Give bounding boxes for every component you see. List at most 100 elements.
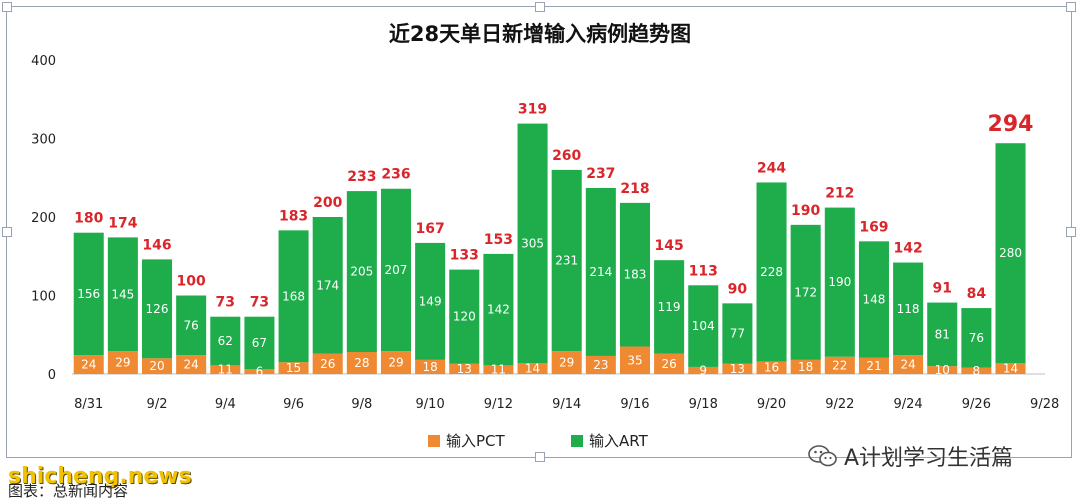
data-label-pct: 11 (218, 363, 233, 377)
data-label-total: 237 (586, 166, 615, 182)
bar-art (790, 224, 821, 360)
resize-handle[interactable] (1066, 227, 1076, 237)
bar-art (551, 169, 582, 352)
bar-pct (585, 355, 616, 374)
resize-handle[interactable] (535, 452, 545, 462)
bar-pct (415, 359, 446, 374)
legend-swatch-pct (428, 434, 440, 447)
data-label-art: 119 (658, 300, 681, 314)
bar-art (893, 262, 924, 356)
watermark: shicheng.news (8, 464, 192, 489)
bar-pct (380, 351, 412, 374)
data-label-pct: 28 (354, 356, 369, 370)
bar-art (176, 295, 207, 356)
data-label-total: 145 (654, 238, 683, 254)
legend: 输入PCT 输入ART (0, 430, 1080, 454)
data-label-pct: 24 (900, 358, 915, 372)
data-label-art: 207 (385, 263, 408, 277)
bar-art (312, 217, 343, 354)
data-label-art: 77 (730, 327, 745, 341)
bar-pct (688, 366, 719, 374)
data-label-art: 142 (487, 303, 510, 317)
data-label-pct: 13 (730, 362, 745, 376)
data-label-total: 100 (177, 274, 206, 290)
data-label-pct: 9 (699, 363, 707, 377)
legend-label-art: 输入ART (589, 432, 648, 450)
x-tick-label: 9/6 (283, 397, 304, 412)
data-label-total: 233 (347, 169, 376, 185)
data-label-pct: 11 (491, 363, 506, 377)
resize-handle[interactable] (1066, 2, 1076, 12)
data-label-art: 149 (419, 294, 442, 308)
data-label-total: 236 (381, 167, 410, 183)
bar-art (688, 285, 719, 367)
data-label-total: 260 (552, 148, 581, 164)
data-label-pct: 18 (798, 360, 813, 374)
data-label-art: 190 (828, 275, 851, 289)
bar-pct (551, 351, 582, 374)
y-tick-label: 200 (31, 211, 56, 226)
data-label-pct: 26 (661, 357, 676, 371)
bar-art (654, 260, 685, 354)
data-label-art: 145 (111, 287, 134, 301)
x-tick-label: 9/14 (552, 397, 581, 412)
data-label-total: 90 (728, 281, 748, 297)
x-tick-label: 9/28 (1030, 397, 1059, 412)
y-tick-label: 400 (31, 54, 56, 69)
data-label-total: 146 (142, 237, 171, 253)
data-label-art: 81 (935, 327, 950, 341)
bar-pct (619, 346, 650, 374)
data-label-total: 73 (250, 295, 269, 311)
bar-art (141, 259, 173, 359)
x-tick-label: 9/22 (825, 397, 854, 412)
bar-pct (824, 356, 855, 374)
data-label-total: 153 (484, 232, 513, 248)
bar-pct (312, 353, 343, 374)
data-label-art: 120 (453, 310, 476, 324)
data-label-total: 174 (108, 215, 137, 231)
data-label-art: 126 (146, 302, 169, 316)
legend-item-art: 输入ART (571, 430, 648, 451)
bar-pct (346, 352, 377, 374)
data-label-art: 183 (624, 268, 647, 282)
bar-pct (141, 358, 173, 374)
x-tick-label: 9/24 (893, 397, 922, 412)
data-label-art: 231 (555, 254, 578, 268)
bar-pct (995, 363, 1026, 374)
data-label-total: 91 (932, 281, 951, 297)
data-label-total: 169 (859, 219, 888, 235)
resize-handle[interactable] (2, 2, 12, 12)
bar-pct (483, 365, 514, 374)
data-label-art: 172 (794, 285, 817, 299)
data-label-art: 62 (218, 334, 233, 348)
bar-art (73, 232, 104, 356)
data-label-pct: 29 (115, 356, 130, 370)
data-label-pct: 35 (627, 353, 642, 367)
bar-art (517, 123, 548, 364)
bar-art (415, 242, 446, 360)
wechat-account-name: A计划学习生活篇 (844, 446, 1014, 471)
data-label-art: 67 (252, 336, 267, 350)
data-label-pct: 14 (525, 362, 540, 376)
resize-handle[interactable] (2, 227, 12, 237)
bar-pct (858, 357, 889, 374)
x-tick-label: 9/26 (962, 397, 991, 412)
data-label-art: 104 (692, 319, 715, 333)
x-tick-label: 9/12 (484, 397, 513, 412)
data-label-total: 180 (74, 211, 103, 227)
wechat-account: A计划学习生活篇 (808, 440, 1013, 472)
data-label-total: 142 (893, 241, 922, 257)
y-tick-label: 100 (31, 290, 56, 305)
bar-art (756, 182, 787, 362)
x-tick-label: 9/10 (416, 397, 445, 412)
legend-swatch-art (571, 434, 583, 447)
bar-pct (210, 365, 241, 374)
data-label-pct: 18 (422, 360, 437, 374)
bar-art (961, 308, 992, 368)
data-label-art: 214 (589, 265, 612, 279)
bar-pct (790, 359, 821, 374)
x-tick-label: 9/18 (689, 397, 718, 412)
wechat-icon (808, 445, 837, 467)
data-label-art: 174 (316, 278, 339, 292)
resize-handle[interactable] (535, 2, 545, 12)
